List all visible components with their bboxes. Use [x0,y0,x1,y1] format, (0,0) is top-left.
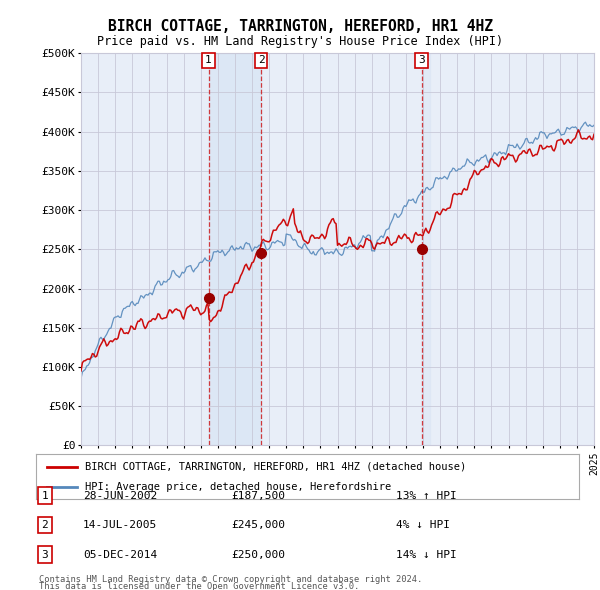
Text: 2: 2 [258,55,265,65]
Text: 2: 2 [41,520,49,530]
Text: 13% ↑ HPI: 13% ↑ HPI [396,491,457,500]
Bar [209,53,261,445]
Text: 14-JUL-2005: 14-JUL-2005 [83,520,157,530]
Text: BIRCH COTTAGE, TARRINGTON, HEREFORD, HR1 4HZ: BIRCH COTTAGE, TARRINGTON, HEREFORD, HR1… [107,19,493,34]
Text: 05-DEC-2014: 05-DEC-2014 [83,550,157,559]
Text: Contains HM Land Registry data © Crown copyright and database right 2024.: Contains HM Land Registry data © Crown c… [39,575,422,584]
Text: 3: 3 [41,550,49,559]
Text: HPI: Average price, detached house, Herefordshire: HPI: Average price, detached house, Here… [85,483,391,493]
Text: Price paid vs. HM Land Registry's House Price Index (HPI): Price paid vs. HM Land Registry's House … [97,35,503,48]
Text: £245,000: £245,000 [231,520,285,530]
Text: 1: 1 [41,491,49,500]
Text: 4% ↓ HPI: 4% ↓ HPI [396,520,450,530]
Text: 1: 1 [205,55,212,65]
Text: 14% ↓ HPI: 14% ↓ HPI [396,550,457,559]
Text: £250,000: £250,000 [231,550,285,559]
Text: 3: 3 [418,55,425,65]
Text: This data is licensed under the Open Government Licence v3.0.: This data is licensed under the Open Gov… [39,582,359,590]
Text: BIRCH COTTAGE, TARRINGTON, HEREFORD, HR1 4HZ (detached house): BIRCH COTTAGE, TARRINGTON, HEREFORD, HR1… [85,462,466,471]
Bar [422,53,430,445]
Text: 28-JUN-2002: 28-JUN-2002 [83,491,157,500]
Text: £187,500: £187,500 [231,491,285,500]
